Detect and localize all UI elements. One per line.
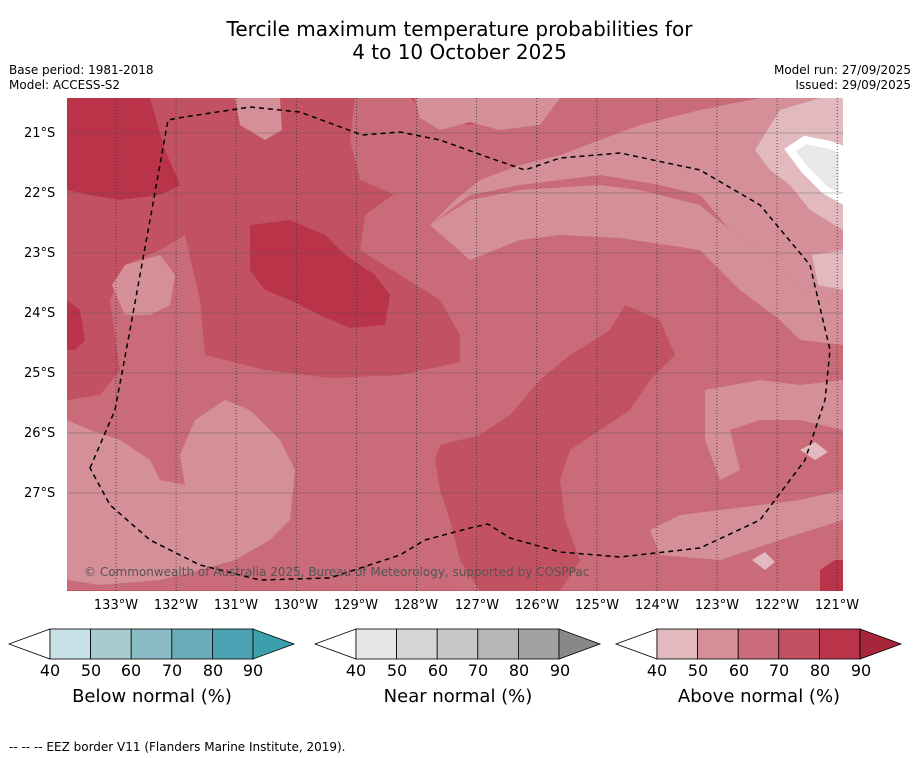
lat-label: 24°S	[24, 306, 56, 321]
copyright-notice: © Commonwealth of Australia 2025, Bureau…	[84, 565, 590, 579]
lat-label: 21°S	[24, 126, 56, 141]
colorbar-tick: 70	[467, 661, 489, 680]
colorbar-tick: 90	[549, 661, 571, 680]
lon-label: 126°W	[514, 598, 560, 613]
band-80-se	[820, 560, 843, 591]
lon-label: 131°W	[213, 598, 259, 613]
eez-border	[89, 106, 831, 581]
colorbar-tick: 60	[728, 661, 750, 680]
colorbar-tick: 40	[39, 661, 61, 680]
colorbar-tick: 90	[242, 661, 264, 680]
issued-date: Issued: 29/09/2025	[795, 78, 911, 92]
lat-label: 23°S	[24, 246, 56, 261]
colorbar-tick: 90	[850, 661, 872, 680]
map-gridlines	[67, 98, 843, 591]
title-line-2: 4 to 10 October 2025	[352, 40, 567, 64]
lon-label: 133°W	[93, 598, 139, 613]
model-run: Model run: 27/09/2025	[773, 63, 911, 77]
map-plot-area	[67, 98, 843, 591]
colorbar-above-title: Above normal (%)	[677, 686, 841, 707]
colorbar-tick: 40	[345, 661, 367, 680]
band-40-e	[812, 250, 843, 290]
lat-label: 26°S	[24, 426, 56, 441]
title-line-1: Tercile maximum temperature probabilitie…	[226, 17, 693, 41]
band-80-central	[250, 220, 390, 328]
lon-label: 122°W	[754, 598, 800, 613]
model-name: Model: ACCESS-S2	[9, 78, 121, 92]
lon-label: 124°W	[634, 598, 680, 613]
lat-label: 22°S	[24, 186, 56, 201]
band-40-e2	[800, 442, 828, 460]
colorbar-below-title: Below normal (%)	[72, 686, 232, 707]
base-period: Base period: 1981-2018	[9, 63, 154, 77]
colorbar-tick: 60	[427, 661, 449, 680]
band-50-southwest	[67, 400, 295, 585]
band-80-w	[67, 300, 85, 350]
meta-left: Base period: 1981-2018 Model: ACCESS-S2	[9, 63, 154, 93]
colorbar-tick: 50	[386, 661, 408, 680]
colorbar-tick: 80	[508, 661, 530, 680]
colorbar-tick: 50	[687, 661, 709, 680]
lon-label: 121°W	[814, 598, 860, 613]
band-50-central-east	[430, 185, 843, 345]
map-title: Tercile maximum temperature probabilitie…	[0, 18, 919, 64]
band-50-southeast	[650, 380, 843, 560]
lat-label: 25°S	[24, 366, 56, 381]
band-80-nw	[67, 98, 180, 200]
colorbar-tick: 80	[202, 661, 224, 680]
colorbar-tick: 40	[646, 661, 668, 680]
colorbar-tick: 80	[809, 661, 831, 680]
lon-label: 132°W	[153, 598, 199, 613]
colorbar-tick: 50	[80, 661, 102, 680]
band-50-north	[415, 98, 560, 130]
band-50-west	[112, 255, 175, 315]
colorbar-tick: 70	[768, 661, 790, 680]
lon-label: 125°W	[574, 598, 620, 613]
lon-label: 123°W	[694, 598, 740, 613]
band-70-south	[435, 305, 675, 591]
band-50-east	[430, 98, 843, 300]
band-40-se	[752, 552, 775, 570]
lon-label: 128°W	[393, 598, 439, 613]
lon-label: 127°W	[454, 598, 500, 613]
land-patch	[784, 135, 843, 205]
colorbar-tick: 60	[120, 661, 142, 680]
lat-label: 27°S	[24, 486, 56, 501]
lon-label: 130°W	[273, 598, 319, 613]
meta-right: Model run: 27/09/2025 Issued: 29/09/2025	[774, 63, 911, 93]
colorbar-near-title: Near normal (%)	[383, 686, 533, 707]
colorbar-tick: 70	[161, 661, 183, 680]
eez-footnote: -- -- -- EEZ border V11 (Flanders Marine…	[9, 740, 346, 754]
lon-label: 129°W	[333, 598, 379, 613]
